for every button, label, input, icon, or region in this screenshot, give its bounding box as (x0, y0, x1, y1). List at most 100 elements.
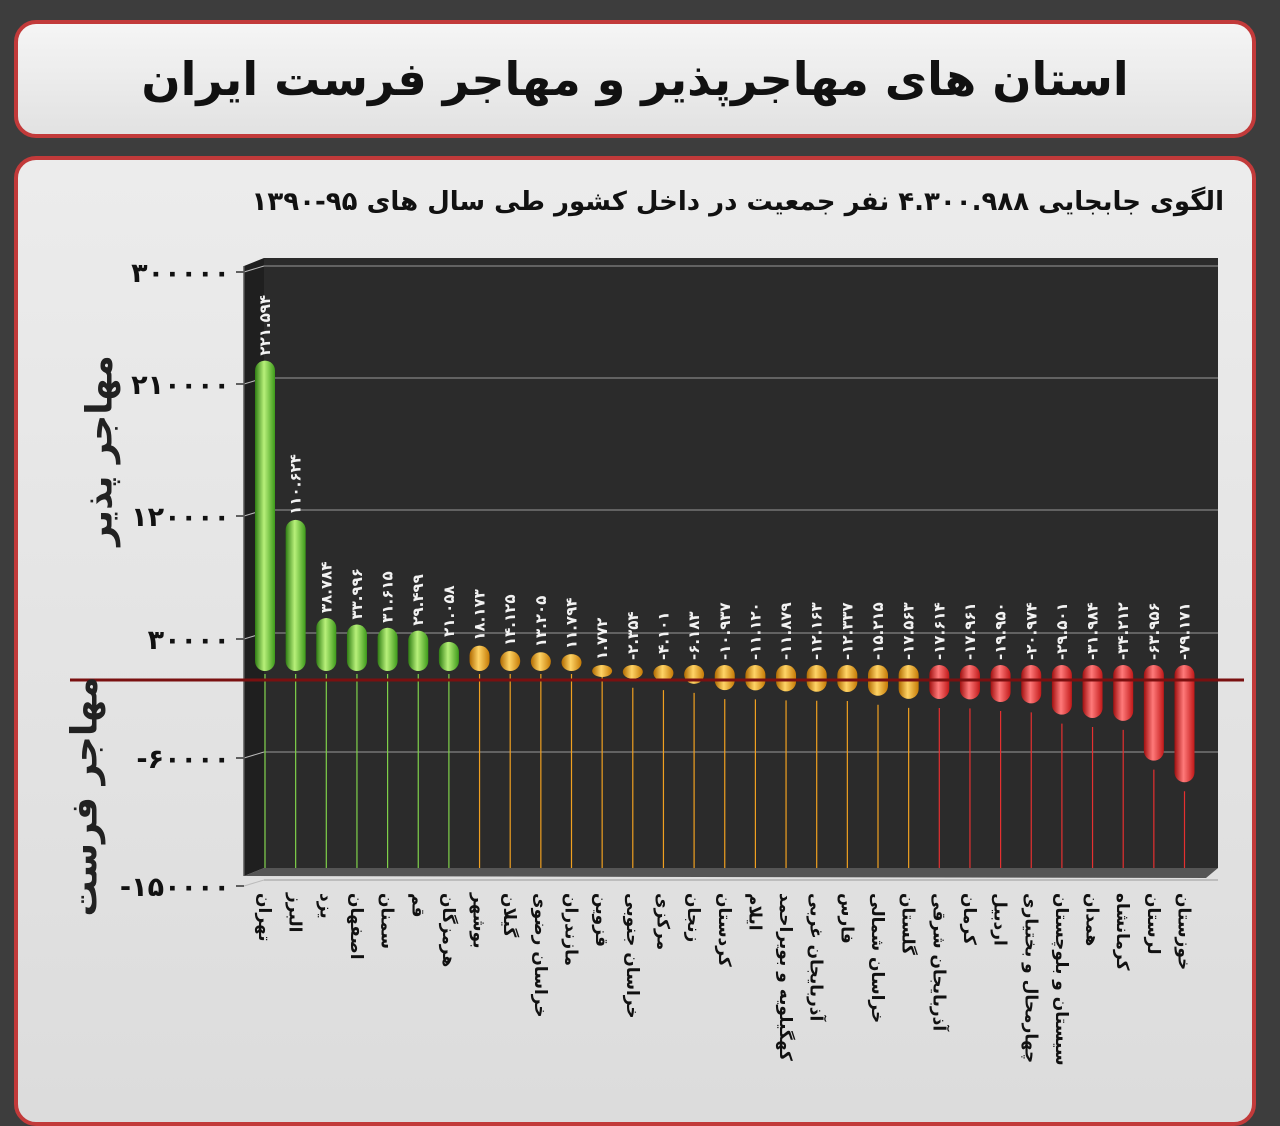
value-label: ۳۳.۹۹۶ (348, 568, 366, 619)
ytick-label: ۳۰۰۰۰۰ (131, 258, 230, 289)
value-label: -۱۷.۶۱۴ (930, 602, 948, 660)
category-label: چهارمحال و بختیاری (1020, 893, 1040, 1063)
value-label: -۱۹.۹۵۰ (992, 602, 1010, 660)
bar (1021, 665, 1042, 704)
bar (898, 665, 919, 699)
bar (806, 665, 827, 692)
category-label: آذربایجان شرقی (928, 893, 950, 1032)
category-label: سیستان و بلوچستان (1051, 893, 1071, 1066)
bar (776, 665, 797, 692)
value-label: -۱۷.۹۶۱ (961, 602, 979, 660)
bar (714, 665, 735, 691)
category-label: گلستان (898, 893, 919, 955)
category-label: زنجان (683, 893, 703, 942)
category-label: البرز (285, 892, 305, 933)
value-label: ۳۱.۶۱۵ (379, 571, 397, 622)
bar (1051, 665, 1072, 715)
category-label: اصفهان (346, 893, 366, 960)
category-label: مرکزی (652, 893, 672, 950)
bar (377, 627, 398, 671)
category-label: آذربایجان غربی (806, 893, 828, 1022)
bar (1174, 665, 1195, 783)
bar (346, 624, 367, 671)
value-label: -۲۰.۹۷۴ (1022, 602, 1040, 660)
bar (929, 665, 950, 699)
value-label: -۱۲.۳۳۷ (838, 602, 856, 660)
bar (745, 665, 766, 691)
value-label: -۱۱.۱۲۰ (746, 602, 764, 660)
gridline-diag (243, 751, 265, 759)
category-label: همدان (1082, 893, 1102, 946)
category-label: لرستان (1143, 893, 1163, 955)
value-label: -۷۹.۱۷۱ (1176, 602, 1194, 660)
category-label: کرمانشاه (1112, 893, 1132, 971)
bar (959, 665, 980, 700)
category-label: خراسان جنوبی (622, 893, 642, 1019)
bar (837, 665, 858, 692)
category-label: مازندران (561, 893, 581, 966)
category-label: کرمان (959, 893, 979, 945)
ytick-label: ۱۲۰۰۰۰ (131, 502, 230, 533)
category-label: خراسان رضوی (530, 893, 550, 1018)
bar (622, 665, 643, 679)
category-label: اردبیل (990, 893, 1010, 946)
ylabel-negative: مهاجر فرست (64, 676, 106, 917)
bar (408, 630, 429, 671)
bar (1143, 665, 1164, 761)
category-label: گیلان (499, 893, 520, 937)
value-label: -۱۷.۵۶۳ (900, 602, 918, 660)
value-label: ۱.۷۷۲ (593, 618, 611, 660)
bar (1113, 665, 1134, 721)
chart-svg: ۳۰۰۰۰۰ ۲۱۰۰۰۰ ۱۲۰۰۰۰ ۳۰۰۰۰ -۶۰۰۰۰ -۱۵۰۰۰۰ ۲۲۱.… (70, 258, 1244, 1066)
bar (592, 665, 613, 677)
category-label: یزد (315, 893, 335, 919)
value-label: -۶.۱۸۳ (685, 611, 703, 660)
value-label: ۲۱.۰۵۸ (440, 585, 458, 636)
value-label: -۱۵.۲۱۵ (869, 602, 887, 660)
bar (469, 645, 490, 671)
category-label: کهگیلویه و بویراحمد (775, 893, 796, 1061)
category-label: قزوین (591, 893, 611, 947)
category-label: خراسان شمالی (867, 893, 887, 1023)
plot-floor (244, 868, 1218, 878)
value-label: ۲۲۱.۵۹۴ (256, 295, 274, 356)
category-label: کردستان (714, 893, 734, 967)
value-label: -۶۳.۹۵۶ (1145, 602, 1163, 660)
bar (285, 519, 306, 671)
gridline-diag (243, 265, 265, 273)
ytick-label: -۶۰۰۰۰ (136, 744, 230, 775)
bar (500, 650, 521, 671)
category-label: هرمزگان (438, 893, 459, 967)
category-label: ایلام (744, 893, 764, 931)
ylabel-positive: مهاجر پذیر (79, 355, 121, 546)
value-label: ۲۹.۴۹۹ (409, 574, 427, 625)
value-label: -۳۱.۹۸۴ (1084, 602, 1102, 660)
category-label: تهران (254, 893, 274, 942)
value-label: -۲۹.۵۰۱ (1053, 602, 1071, 660)
value-label: -۳۴.۲۱۲ (1114, 602, 1132, 660)
value-label: -۱۰.۹۳۷ (716, 602, 734, 660)
value-label: ۱۱.۷۹۴ (563, 598, 581, 649)
ytick-label: ۲۱۰۰۰۰ (131, 370, 230, 401)
chart-subtitle: الگوی جابجایی ۴.۳۰۰.۹۸۸ نفر جمعیت در داخ… (251, 187, 1224, 217)
plot-area (264, 258, 1218, 868)
category-label: سمنان (377, 893, 397, 949)
ytick-label: -۱۵۰۰۰۰ (120, 872, 230, 903)
value-label: ۳۸.۷۸۴ (317, 562, 335, 613)
bar (1082, 665, 1103, 718)
value-label: -۴.۱۰۱ (654, 611, 672, 660)
category-label: قم (407, 893, 427, 917)
category-label: بوشهر (469, 892, 489, 949)
value-label: -۱۲.۱۶۳ (808, 602, 826, 660)
title-banner: استان های مهاجرپذیر و مهاجر فرست ایران (14, 20, 1256, 138)
bar (255, 360, 275, 671)
value-label: ۱۳.۲۰۵ (532, 596, 550, 647)
value-label: ۱۴.۱۲۵ (501, 595, 519, 646)
category-label: فارس (836, 893, 856, 944)
value-label: -۲.۳۵۴ (624, 611, 642, 660)
value-label: ۱۱۰.۶۲۴ (287, 454, 305, 515)
bar (530, 652, 551, 671)
value-label: -۱۱.۸۷۹ (777, 602, 795, 660)
value-label: ۱۸.۱۷۳ (471, 589, 489, 640)
bar (438, 641, 459, 671)
